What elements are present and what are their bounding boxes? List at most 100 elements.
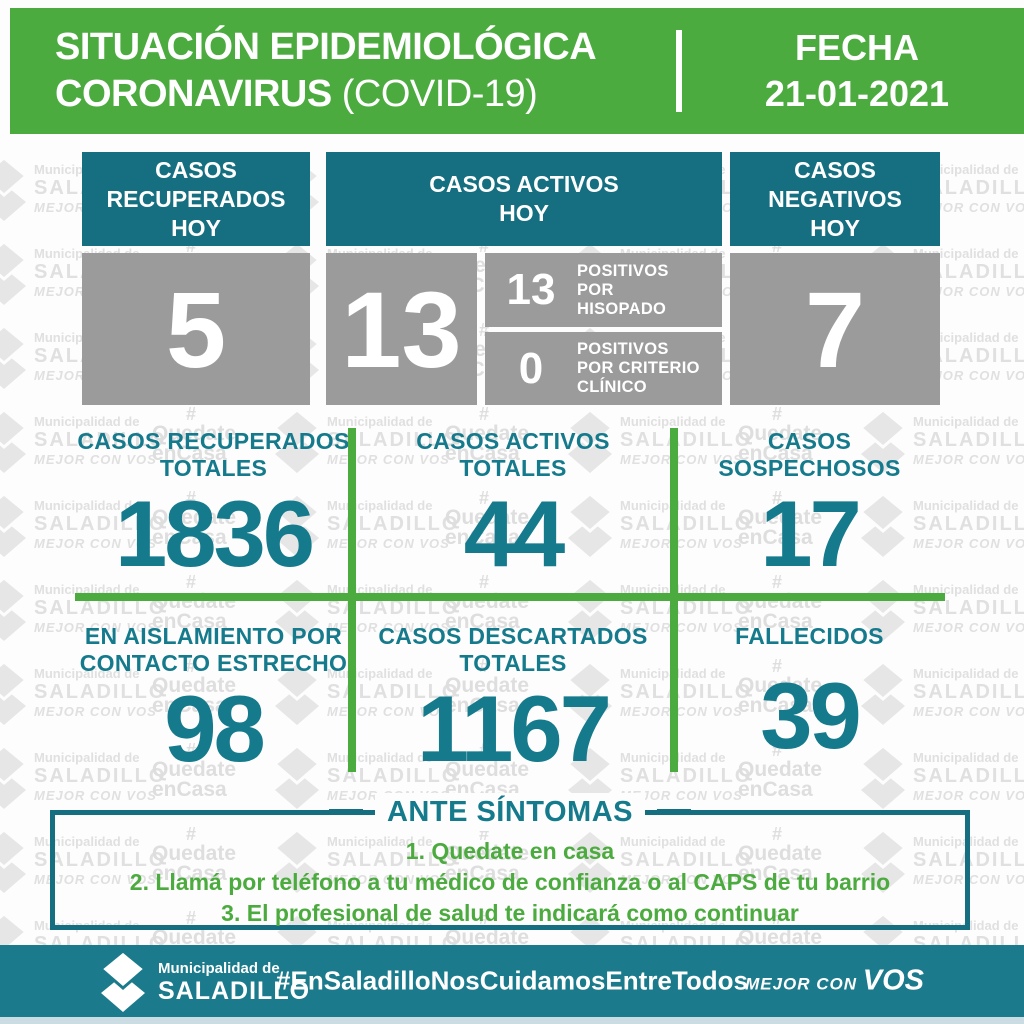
saladillo-double-diamond-icon [275,828,319,893]
saladillo-double-diamond-icon [568,492,612,557]
stat-isolation-value: 98 [164,676,266,781]
saladillo-double-diamond-icon [275,408,319,473]
saladillo-double-diamond-icon [0,492,26,557]
header-date-value: 21-01-2021 [764,73,950,114]
symptoms-item-2: 2. Llamá por teléfono a tu médico de con… [129,869,891,895]
header-title-line1: SITUACIÓN EPIDEMIOLÓGICA [55,26,597,68]
footer-slogan: MEJOR CON VOS [745,964,924,997]
footer-hashtag: #EnSaladilloNosCuidamosEntreTodos [276,965,748,996]
footer-banner: Municipalidad de SALADILLO #EnSaladilloN… [0,945,1024,1017]
saladillo-double-diamond-icon [861,408,905,473]
symptoms-list: 1. Quedate en casa 2. Llamá por teléfono… [55,815,965,929]
card-negative-today-value: 7 [730,253,940,405]
saladillo-double-diamond-icon [0,408,26,473]
saladillo-double-diamond-icon [568,744,612,809]
header-date: FECHA 21-01-2021 [690,8,1024,134]
title-dash-right [657,809,692,815]
card-recovered-label-l3: HOY [171,214,221,241]
saladillo-double-diamond-icon [0,828,26,893]
header-title: SITUACIÓN EPIDEMIOLÓGICA CORONAVIRUS (CO… [55,8,597,134]
saladillo-double-diamond-icon [861,744,905,809]
symptoms-title: ANTE SÍNTOMAS [374,793,646,831]
saladillo-double-diamond-icon [0,156,26,221]
card-active-today-header: CASOS ACTIVOS HOY [326,152,722,246]
divider-horizontal [75,593,945,601]
stat-active-total-value: 44 [463,481,566,586]
symptoms-box: ANTE SÍNTOMAS 1. Quedate en casa 2. Llam… [50,793,970,930]
saladillo-double-diamond-icon [275,492,319,557]
municipality-logo-text: Municipalidad de SALADILLO [158,959,311,1005]
card-recovered-label-l1: CASOS [155,156,237,183]
saladillo-double-diamond-icon [0,660,26,725]
saladillo-double-diamond-icon [568,408,612,473]
saladillo-double-diamond-icon [0,912,26,946]
symptoms-item-1: 1. Quedate en casa [405,838,615,864]
stat-deceased: FALLECIDOS 39 [735,623,884,768]
card-active-label-l1: CASOS ACTIVOS [429,171,619,197]
saladillo-double-diamond-icon [861,828,905,893]
saladillo-double-diamond-icon [275,744,319,809]
title-dash-left [328,809,363,815]
card-active-today-value: 13 [326,253,477,405]
stat-suspected-value: 17 [760,481,862,586]
saladillo-double-diamond-icon [275,660,319,725]
header-title-covid: (COVID-19) [331,73,538,115]
card-negative-today-header: CASOS NEGATIVOS HOY [730,152,940,246]
active-breakdown-hisopado: 13 POSITIVOS POR HISOPADO [485,253,722,327]
stat-discarded-total-value: 1167 [417,676,612,781]
symptoms-title-row: ANTE SÍNTOMAS [55,793,965,831]
saladillo-double-diamond-icon [861,492,905,557]
card-active-label-l2: HOY [499,200,549,226]
card-negative-label-l1: CASOS [794,156,876,183]
header-divider [676,30,682,112]
stat-suspected: CASOS SOSPECHOSOS 17 [718,428,901,586]
saladillo-double-diamond-icon [0,576,26,641]
saladillo-double-diamond-icon [568,660,612,725]
stat-isolation: EN AISLAMIENTO POR CONTACTO ESTRECHO 98 [79,623,348,781]
stat-recovered-total-value: 1836 [114,481,315,586]
stat-recovered-total: CASOS RECUPERADOS TOTALES 1836 [77,428,350,586]
active-breakdown-clinico: 0 POSITIVOS POR CRITERIO CLÍNICO [485,332,722,405]
saladillo-double-diamond-icon [861,660,905,725]
header-date-label: FECHA [795,27,919,68]
